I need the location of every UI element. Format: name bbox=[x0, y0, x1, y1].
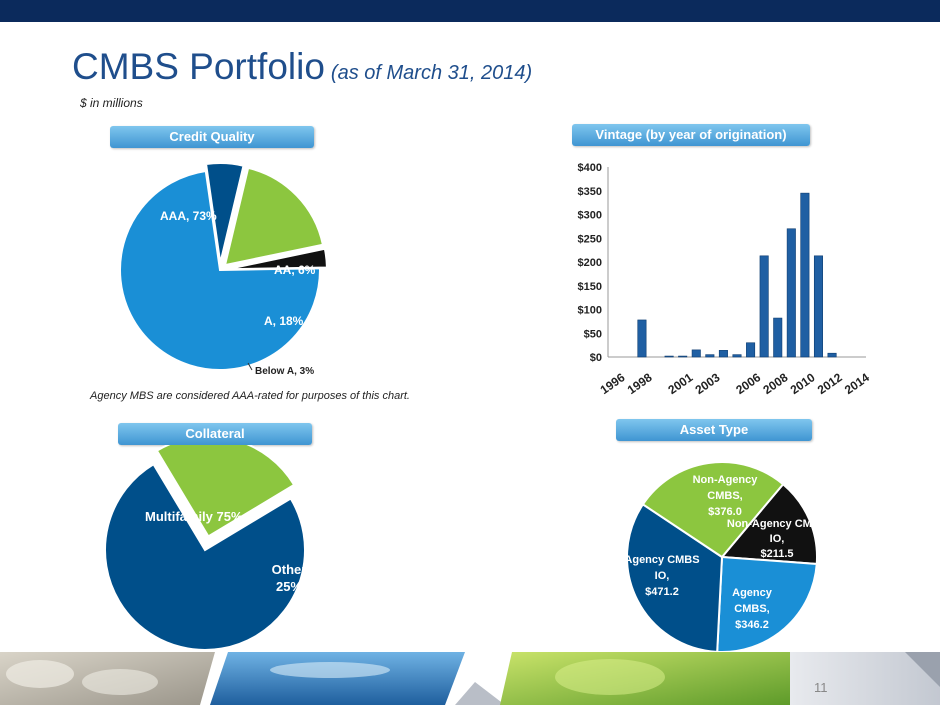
vintage-bar-2012 bbox=[827, 352, 837, 358]
credit-quality-slice-below-3 bbox=[226, 247, 328, 271]
vintage-bar-2006 bbox=[746, 342, 756, 358]
vintage-xtick-label: 2014 bbox=[842, 370, 872, 397]
credit-quality-slice-aaa-0 bbox=[119, 169, 321, 371]
vintage-bar-chart: $0 $50 $100 $150 $200 $250 $300 $350 $400 199619… bbox=[578, 162, 873, 397]
vintage-bar-2010 bbox=[800, 192, 810, 358]
page-subtitle: (as of March 31, 2014) bbox=[330, 62, 533, 84]
vintage-xtick-label: 2006 bbox=[733, 370, 763, 397]
collateral-slice-multifamily-0 bbox=[104, 462, 306, 651]
credit-quality-label-below-a: Below A, 3% bbox=[255, 366, 314, 377]
credit-quality-pie: AAA, 73% AA, 6% A, 18% Below A, 3% bbox=[119, 162, 328, 377]
vintage-bar-2005 bbox=[732, 354, 742, 358]
page-number: 11 bbox=[814, 680, 828, 695]
vintage-header: Vintage (by year of origination) bbox=[572, 124, 810, 146]
collateral-label-other: Other 25% bbox=[272, 562, 307, 594]
credit-quality-slice-aa-1 bbox=[204, 162, 245, 264]
vintage-xtick-label: 1998 bbox=[625, 370, 655, 397]
vintage-bar-2004 bbox=[718, 350, 728, 358]
asset-type-slice-non-agency-0 bbox=[719, 482, 818, 566]
asset-type-label-agency-cmbs: Agency CMBS, $346.2 bbox=[732, 587, 773, 631]
credit-quality-label-aa: AA, 6% bbox=[274, 263, 316, 277]
asset-type-header: Asset Type bbox=[616, 419, 812, 441]
vintage-ytick-label: $150 bbox=[578, 281, 602, 293]
vintage-bar-2009 bbox=[786, 228, 796, 358]
collateral-slice-other-1 bbox=[155, 445, 296, 538]
vintage-bar-2007 bbox=[759, 255, 769, 358]
vintage-ytick-label: $50 bbox=[584, 328, 602, 340]
vintage-ytick-label: $300 bbox=[578, 210, 602, 222]
units-note: $ in millions bbox=[80, 96, 143, 110]
page-title: CMBS Portfolio (as of March 31, 2014) bbox=[72, 46, 533, 87]
vintage-bar-2000 bbox=[664, 355, 674, 358]
vintage-xtick-label: 2003 bbox=[693, 370, 723, 397]
collateral-header: Collateral bbox=[118, 423, 312, 445]
vintage-bar-1998 bbox=[637, 319, 647, 358]
vintage-ytick-label: $250 bbox=[578, 233, 602, 245]
vintage-ytick-label: $0 bbox=[590, 352, 602, 364]
vintage-bar-2001 bbox=[678, 355, 688, 358]
vintage-ytick-label: $400 bbox=[578, 162, 602, 174]
credit-quality-label-a: A, 18% bbox=[264, 314, 304, 328]
vintage-bar-2002 bbox=[691, 349, 701, 358]
credit-quality-header: Credit Quality bbox=[110, 126, 314, 148]
collateral-pie: Multifamily 75% Other 25% bbox=[104, 445, 307, 651]
asset-type-label-agency-cmbs-io: Agency CMBS IO, $471.2 bbox=[624, 554, 699, 598]
vintage-bar-2011 bbox=[813, 255, 823, 358]
asset-type-label-non-agency-cmbs: Non-Agency CMBS, $376.0 bbox=[693, 474, 759, 518]
vintage-ytick-label: $200 bbox=[578, 257, 602, 269]
vintage-ytick-label: $350 bbox=[578, 186, 602, 198]
decorative-footer-imagery bbox=[0, 652, 940, 705]
credit-quality-slice-a-2 bbox=[223, 166, 325, 267]
collateral-label-multifamily: Multifamily 75% bbox=[145, 509, 243, 524]
vintage-bar-2008 bbox=[773, 317, 783, 358]
vintage-xtick-label: 2010 bbox=[788, 370, 818, 397]
credit-quality-note: Agency MBS are considered AAA-rated for … bbox=[90, 390, 410, 402]
credit-quality-label-aaa: AAA, 73% bbox=[160, 209, 217, 223]
vintage-xtick-label: 2012 bbox=[815, 370, 845, 397]
vintage-ytick-label: $100 bbox=[578, 305, 602, 317]
asset-type-pie: Non-Agency CMBS IO, $211.5 Agency CMBS, $346… bbox=[624, 461, 827, 653]
vintage-xtick-label: 2001 bbox=[665, 370, 695, 397]
asset-type-slice-non-agency-3 bbox=[641, 461, 785, 559]
vintage-xtick-label: 1996 bbox=[598, 370, 628, 397]
vintage-xtick-label: 2008 bbox=[760, 370, 790, 397]
asset-type-label-non-agency-cmbs-io: Non-Agency CMBS IO, $211.5 bbox=[727, 518, 827, 560]
asset-type-slice-agency-1 bbox=[716, 555, 818, 653]
vintage-bar-2003 bbox=[705, 354, 715, 358]
top-banner bbox=[0, 0, 940, 22]
